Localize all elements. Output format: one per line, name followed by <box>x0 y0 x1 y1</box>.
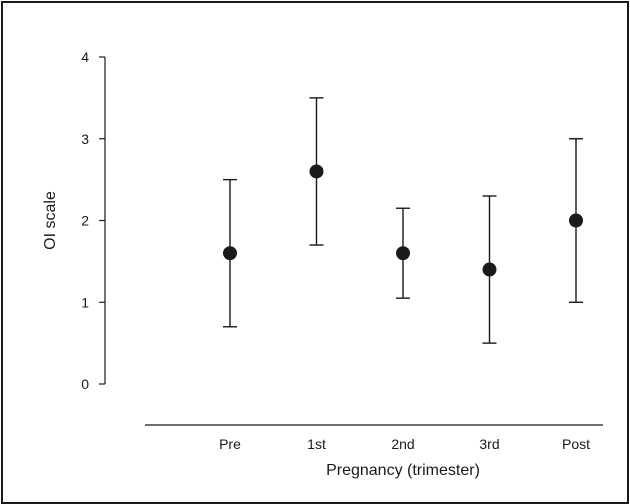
data-point <box>482 262 497 277</box>
y-tick-label: 2 <box>81 213 89 229</box>
axes-layer: 0 1 2 3 4 Pre 1st 2nd 3rd Post <box>81 49 603 452</box>
data-point <box>396 246 410 261</box>
y-tick-label: 0 <box>81 376 89 392</box>
data-point <box>309 164 324 179</box>
y-tick-label: 3 <box>81 131 89 147</box>
x-axis-title: Pregnancy (trimester) <box>326 462 480 479</box>
x-tick-label: Post <box>562 436 590 452</box>
chart-svg: 0 1 2 3 4 Pre 1st 2nd 3rd Post Pregnancy (trimest… <box>42 49 603 479</box>
data-point <box>223 246 237 261</box>
marks-layer <box>223 97 583 344</box>
y-tick-label: 1 <box>81 294 89 310</box>
x-tick-label: 3rd <box>479 436 499 452</box>
x-tick-label: 2nd <box>391 436 414 452</box>
x-tick-label: 1st <box>307 436 326 452</box>
x-tick-label: Pre <box>219 436 241 452</box>
y-tick-label: 4 <box>81 49 89 65</box>
y-axis-title: OI scale <box>42 191 59 250</box>
data-point <box>569 213 583 228</box>
